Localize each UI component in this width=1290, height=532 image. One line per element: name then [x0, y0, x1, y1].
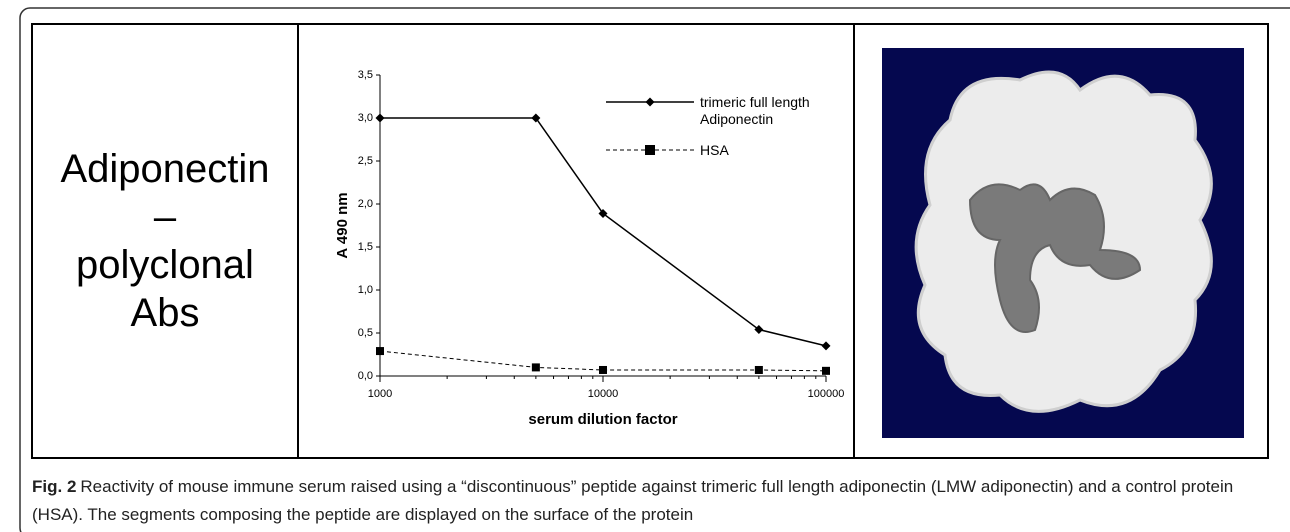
y-tick-label: 1,0	[358, 284, 373, 296]
protein-image	[882, 48, 1244, 438]
legend: trimeric full length Adiponectin HSA	[604, 94, 830, 173]
x-tick-label: 100000	[808, 388, 845, 400]
point	[376, 347, 384, 355]
point	[755, 366, 763, 374]
y-tick-label: 0,0	[358, 370, 373, 382]
legend-entry: trimeric full length Adiponectin	[604, 94, 830, 128]
point	[532, 363, 540, 371]
point	[822, 341, 831, 350]
y-tick-label: 2,5	[358, 155, 373, 167]
legend-marker	[645, 145, 655, 155]
label-line: Abs	[131, 289, 200, 337]
caption-text: Reactivity of mouse immune serum raised …	[32, 477, 1233, 524]
y-tick-label: 2,0	[358, 198, 373, 210]
label-line: polyclonal	[76, 241, 254, 289]
point	[376, 114, 385, 123]
x-tick-label: 10000	[588, 388, 619, 400]
point	[599, 366, 607, 374]
y-tick-label: 0,5	[358, 327, 373, 339]
y-tick-label: 3,5	[358, 69, 373, 81]
label-line: Adiponectin	[60, 145, 269, 193]
legend-entry: HSA	[604, 142, 830, 159]
label-line: –	[154, 193, 176, 241]
point	[822, 367, 830, 375]
y-tick-label: 3,0	[358, 112, 373, 124]
y-tick-label: 1,5	[358, 241, 373, 253]
caption-label: Fig. 2	[32, 477, 76, 496]
legend-label: HSA	[700, 142, 830, 159]
y-axis-title: A 490 nm	[334, 192, 351, 258]
legend-label: trimeric full length Adiponectin	[700, 94, 830, 128]
page: 0,0 0,5 1,0 1,5 2,0 2,5 3,0 3,5 1000 10000 100000 s…	[0, 0, 1290, 532]
x-tick-label: 1000	[368, 388, 392, 400]
legend-marker	[646, 98, 655, 107]
x-axis-title: serum dilution factor	[528, 411, 677, 428]
point	[531, 114, 540, 123]
legend-swatch	[604, 142, 696, 158]
panel-label: Adiponectin – polyclonal Abs	[32, 24, 298, 458]
legend-swatch	[604, 94, 696, 110]
